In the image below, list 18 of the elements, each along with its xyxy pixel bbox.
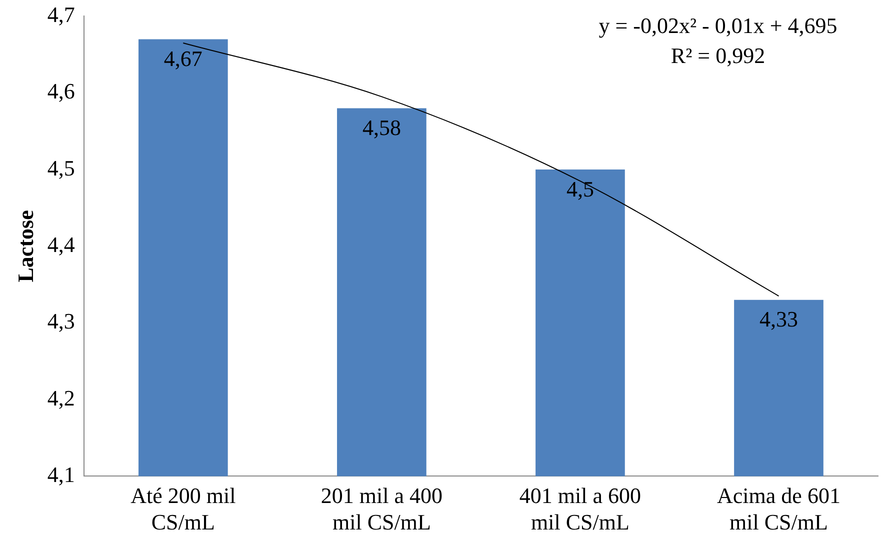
y-tick-label: 4,4 <box>47 232 75 257</box>
y-tick-label: 4,7 <box>47 2 75 27</box>
y-axis-title: Lactose <box>12 210 38 282</box>
annotation: y = -0,02x² - 0,01x + 4,695 <box>598 12 838 38</box>
y-tick-label: 4,2 <box>47 385 75 410</box>
y-tick-label: 4,5 <box>47 155 75 180</box>
x-tick-label: Até 200 mil CS/mL <box>130 483 236 535</box>
x-tick-label: 401 mil a 600 mil CS/mL <box>519 483 642 535</box>
data-label: 4,33 <box>759 306 798 332</box>
x-tick-label: 201 mil a 400 mil CS/mL <box>320 483 442 535</box>
data-label: 4,67 <box>164 46 202 71</box>
y-tick-label: 4,1 <box>47 462 75 487</box>
y-tick-label: 4,3 <box>47 308 75 334</box>
x-tick-label: Acima de 601 mil CS/mL <box>717 483 840 535</box>
annotation: R² = 0,992 <box>670 42 766 68</box>
data-label: 4,58 <box>362 114 401 140</box>
data-label: 4,5 <box>566 176 594 202</box>
y-tick-label: 4,6 <box>47 78 75 104</box>
